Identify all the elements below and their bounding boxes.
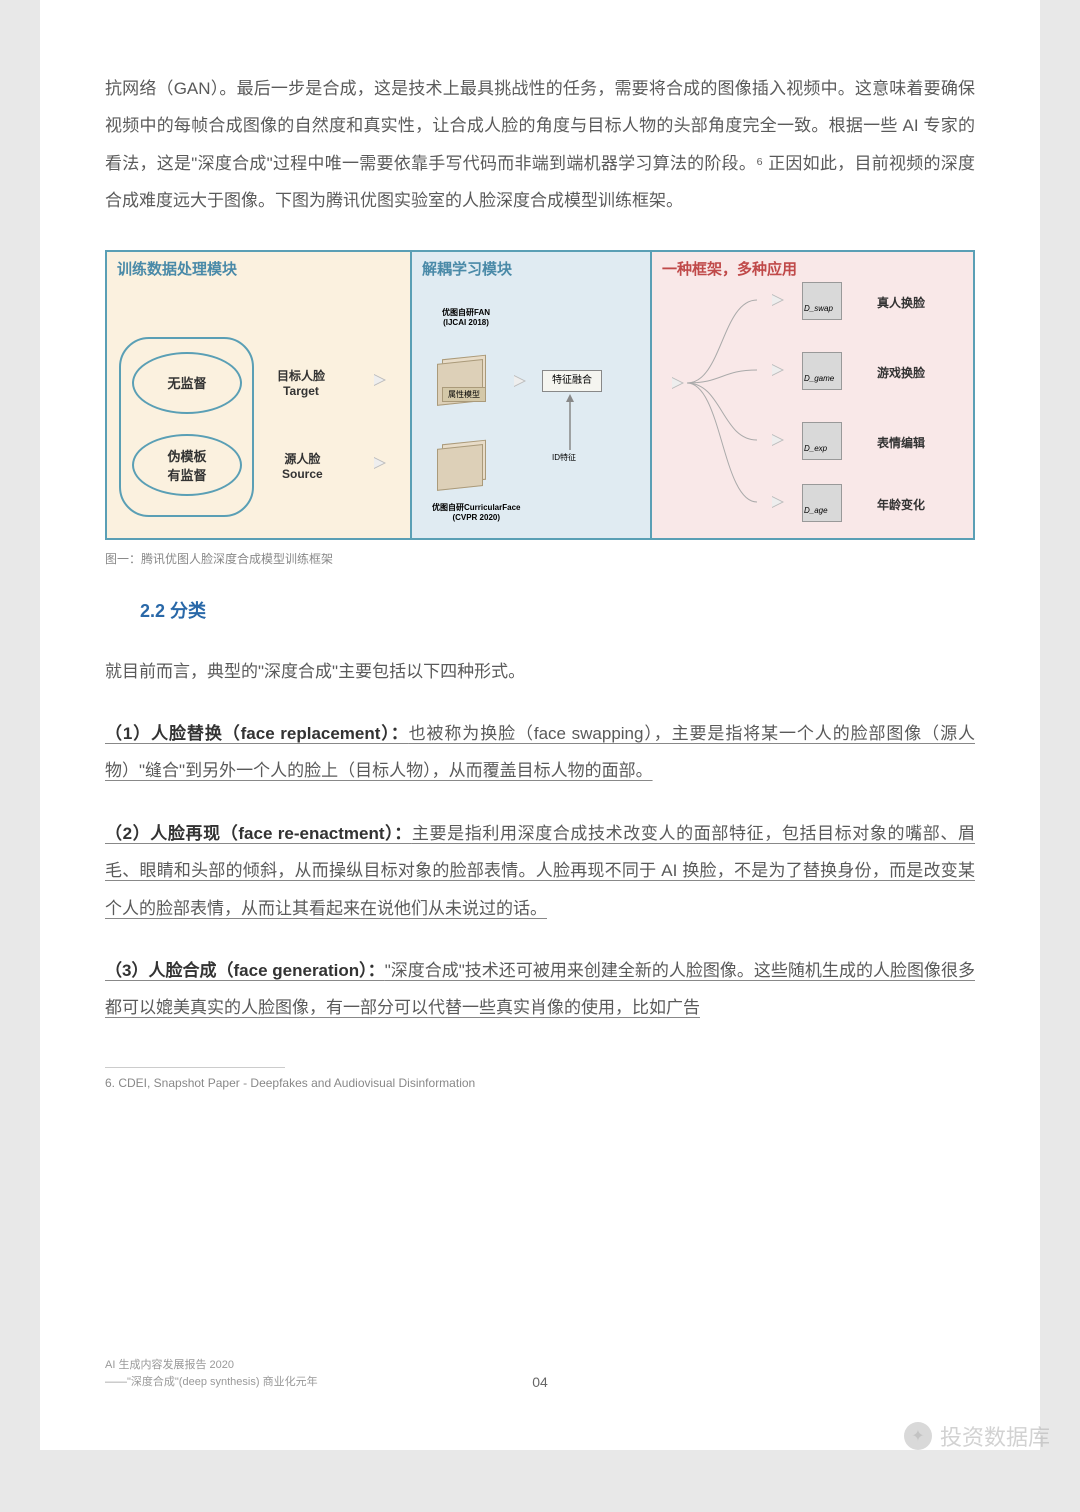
- arrow-icon: [760, 496, 784, 508]
- item-3: （3）人脸合成（face generation）："深度合成"技术还可被用来创建…: [105, 952, 975, 1027]
- app-box-icon: [802, 352, 842, 390]
- footnote-text: 6. CDEI, Snapshot Paper - Deepfakes and …: [105, 1076, 975, 1090]
- app-label-4: 年龄变化: [877, 496, 925, 513]
- item-2: （2）人脸再现（face re-enactment）：主要是指利用深度合成技术改…: [105, 815, 975, 927]
- arrow-icon: [760, 434, 784, 446]
- document-page: 抗网络（GAN）。最后一步是合成，这是技术上最具挑战性的任务，需要将合成的图像插…: [40, 0, 1040, 1450]
- intro-paragraph: 抗网络（GAN）。最后一步是合成，这是技术上最具挑战性的任务，需要将合成的图像插…: [105, 70, 975, 220]
- d-age: D_age: [804, 506, 828, 515]
- app-label-3: 表情编辑: [877, 434, 925, 451]
- arrow-icon: [760, 294, 784, 306]
- item-1-head: （1）人脸替换（face replacement）：: [105, 724, 409, 743]
- section-heading: 2.2 分类: [140, 597, 975, 623]
- item-3-head: （3）人脸合成（face generation）：: [105, 961, 385, 980]
- arrow-icon: [362, 457, 386, 469]
- d-exp: D_exp: [804, 444, 827, 453]
- figure-caption: 图一：腾讯优图人脸深度合成模型训练框架: [105, 550, 975, 567]
- framework-diagram: 训练数据处理模块 无监督 伪模板 有监督 目标人脸 Target 源人脸 Sou…: [105, 250, 975, 540]
- app-box-icon: [802, 282, 842, 320]
- page-footer: AI 生成内容发展报告 2020 ——"深度合成"(deep synthesis…: [105, 1357, 975, 1390]
- app-label-1: 真人换脸: [877, 294, 925, 311]
- panel1-title: 训练数据处理模块: [107, 252, 410, 285]
- footnote-divider: [105, 1067, 285, 1068]
- curricular-label: 优图自研CurricularFace (CVPR 2020): [432, 502, 520, 522]
- app-label-2: 游戏换脸: [877, 364, 925, 381]
- panel-training-data: 训练数据处理模块 无监督 伪模板 有监督 目标人脸 Target 源人脸 Sou…: [107, 252, 412, 538]
- app-box-icon: [802, 484, 842, 522]
- app-box-icon: [802, 422, 842, 460]
- arrow-up-icon: [412, 252, 652, 542]
- ellipse-supervised: 伪模板 有监督: [132, 434, 242, 496]
- item-2-head: （2）人脸再现（face re-enactment）：: [105, 824, 412, 843]
- arrow-icon: [362, 374, 386, 386]
- watermark: ✦ 投资数据库: [904, 1420, 1050, 1452]
- wechat-icon: ✦: [904, 1422, 932, 1450]
- section-intro: 就目前而言，典型的"深度合成"主要包括以下四种形式。: [105, 653, 975, 690]
- d-swap: D_swap: [804, 304, 833, 313]
- d-game: D_game: [804, 374, 834, 383]
- panel-applications: 一种框架，多种应用 D_swap D_game D_exp D_age 真人换脸…: [652, 252, 973, 538]
- label-target: 目标人脸 Target: [277, 367, 325, 398]
- label-source: 源人脸 Source: [282, 450, 323, 481]
- page-number: 04: [532, 1374, 548, 1390]
- item-1: （1）人脸替换（face replacement）：也被称为换脸（face sw…: [105, 715, 975, 790]
- arrow-icon: [760, 364, 784, 376]
- ellipse-unsupervised: 无监督: [132, 352, 242, 414]
- panel-decouple: 解耦学习模块 优图自研FAN (IJCAI 2018) 属性模型 特征融合 ID…: [412, 252, 652, 538]
